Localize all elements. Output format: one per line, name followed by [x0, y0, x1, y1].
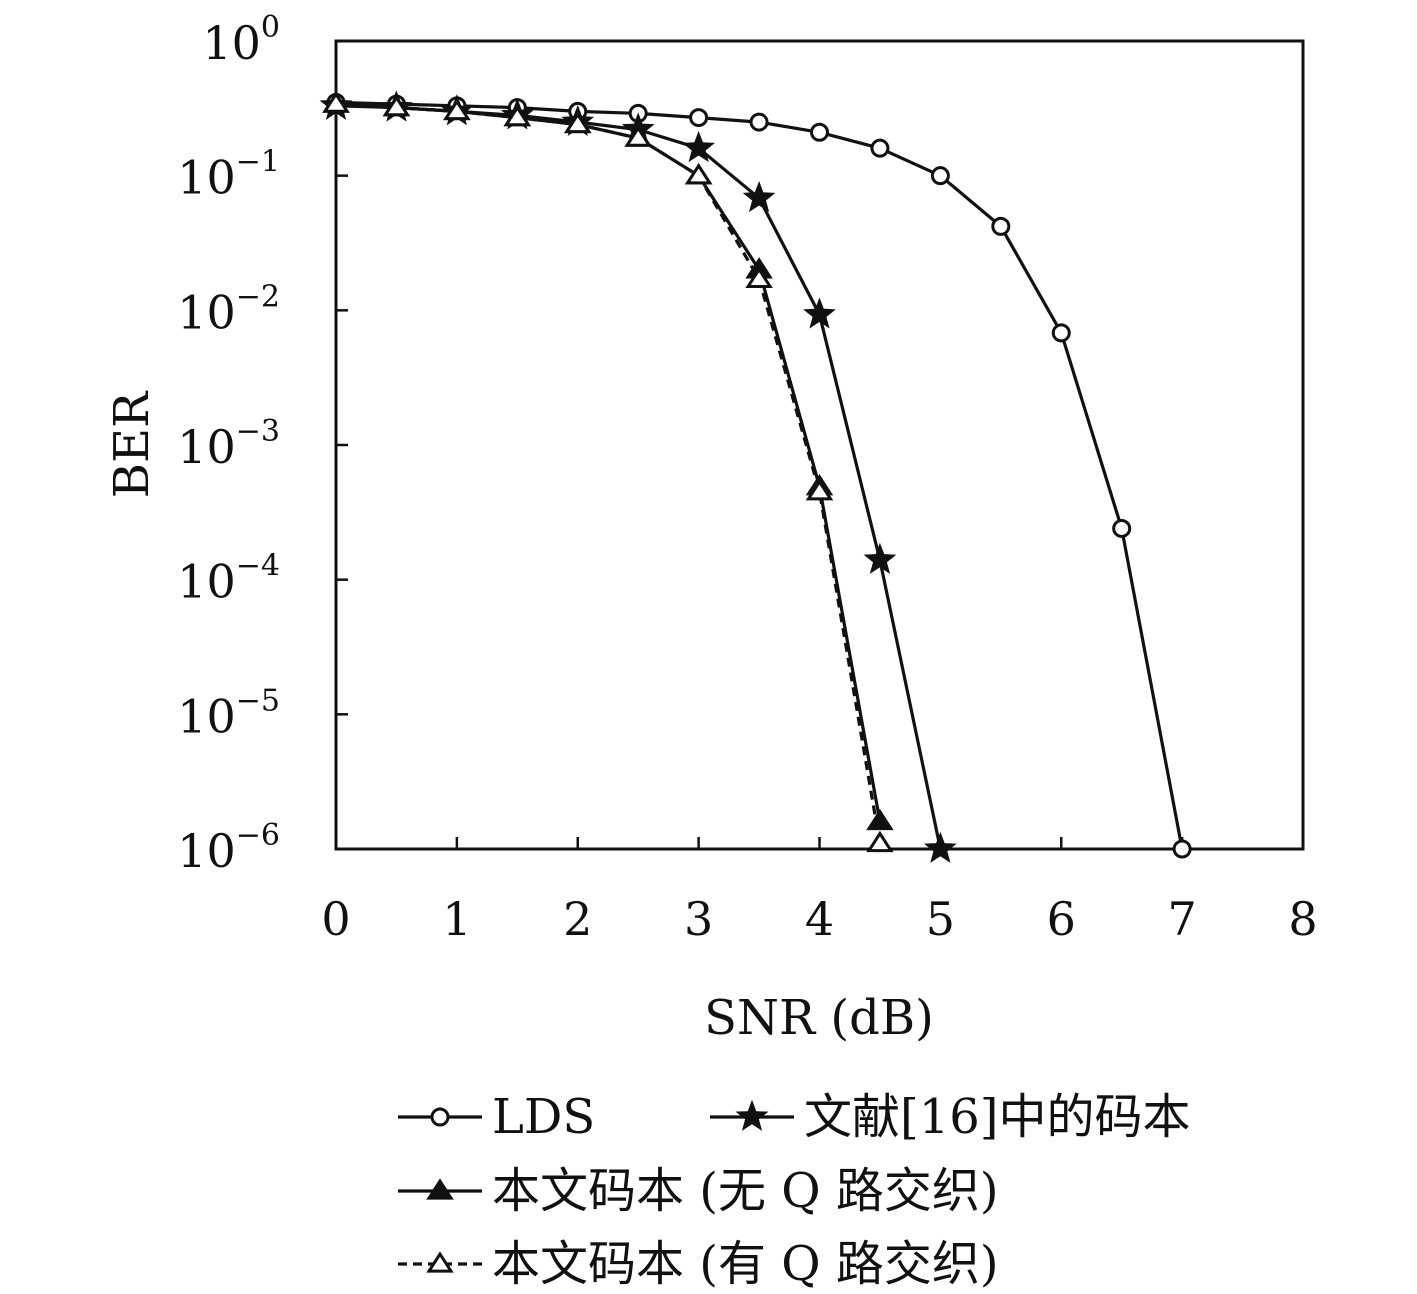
y-tick-base: 10: [177, 555, 236, 609]
data-point-circle: [1112, 518, 1132, 538]
y-tick-exponent: −3: [236, 414, 280, 449]
y-tick-exponent: −6: [236, 818, 280, 853]
y-tick-label: 10−1: [177, 145, 280, 205]
x-tick-label: 5: [926, 892, 955, 946]
data-point-triangle-open: [805, 479, 834, 501]
data-point-triangle-open: [684, 162, 713, 185]
data-point-triangle-open: [322, 91, 350, 113]
y-tick-exponent: −5: [236, 683, 280, 718]
data-point-circle: [689, 108, 709, 128]
data-point-star: [735, 1099, 769, 1131]
data-point-triangle-open: [624, 125, 652, 147]
legend-label: LDS: [492, 1089, 595, 1145]
data-point-star: [803, 297, 836, 329]
y-tick-base: 10: [177, 151, 236, 205]
y-tick-label: 10−3: [177, 414, 280, 474]
series-line-4: [336, 102, 882, 844]
data-point-circle: [930, 166, 950, 186]
y-tick-label: 10−4: [177, 549, 280, 609]
x-tick-label: 7: [1167, 892, 1196, 946]
y-axis-title: BER: [104, 390, 160, 498]
data-point-triangle: [866, 808, 894, 831]
x-tick-label: 0: [321, 892, 350, 946]
x-tick-label: 3: [684, 892, 713, 946]
series-line-3: [336, 102, 882, 822]
y-tick-base: 10: [177, 689, 236, 743]
y-tick-base: 10: [202, 16, 261, 70]
y-tick-exponent: −2: [236, 279, 280, 314]
data-point-triangle: [426, 1178, 454, 1200]
x-axis-title: SNR (dB): [704, 990, 934, 1046]
legend-label: 本文码本 (无 Q 路交织): [492, 1163, 999, 1219]
legend-item: LDS: [398, 1089, 595, 1145]
legend-item: 文献[16]中的码本: [710, 1089, 1191, 1145]
series-line-1: [336, 100, 1184, 850]
data-point-triangle-open: [503, 104, 532, 127]
data-point-circle: [1172, 839, 1192, 859]
data-point-triangle-open: [443, 98, 471, 121]
y-tick-label: 100: [202, 10, 280, 70]
y-tick-base: 10: [177, 824, 236, 878]
data-point-star: [742, 180, 776, 213]
x-tick-label: 2: [563, 892, 592, 946]
data-point-star: [863, 542, 897, 574]
data-point-triangle-open: [426, 1251, 454, 1273]
legend-label: 文献[16]中的码本: [804, 1089, 1191, 1145]
data-point-triangle-open: [745, 266, 773, 288]
data-point-circle: [810, 122, 829, 142]
y-tick-label: 10−2: [177, 279, 280, 339]
data-point-triangle-open: [382, 94, 411, 117]
y-tick-base: 10: [177, 420, 236, 474]
series-layer: [336, 100, 1184, 850]
legend-item: 本文码本 (无 Q 路交织): [398, 1163, 999, 1219]
data-point-circle: [430, 1107, 450, 1127]
y-tick-label: 10−6: [177, 818, 280, 878]
y-tick-exponent: −4: [236, 549, 280, 584]
legend-item: 本文码本 (有 Q 路交织): [398, 1236, 999, 1292]
data-point-triangle-open: [563, 111, 592, 134]
y-tick-base: 10: [177, 285, 236, 339]
data-point-circle: [870, 138, 890, 158]
marker-layer: [319, 88, 1192, 863]
data-point-circle: [749, 112, 769, 132]
x-tick-label: 6: [1047, 892, 1076, 946]
data-point-star: [923, 831, 957, 863]
x-tick-label: 1: [442, 892, 471, 946]
data-point-star: [682, 130, 715, 163]
y-tick-label: 10−5: [177, 683, 280, 743]
x-tick-label: 8: [1288, 892, 1317, 946]
y-tick-exponent: 0: [261, 10, 280, 45]
data-point-triangle-open: [866, 830, 894, 853]
x-tick-label: 4: [805, 892, 834, 946]
data-point-circle: [1051, 323, 1071, 343]
data-point-circle: [991, 216, 1011, 236]
legend-label: 本文码本 (有 Q 路交织): [492, 1236, 999, 1292]
y-tick-exponent: −1: [236, 145, 280, 180]
series-line-2: [336, 104, 942, 850]
